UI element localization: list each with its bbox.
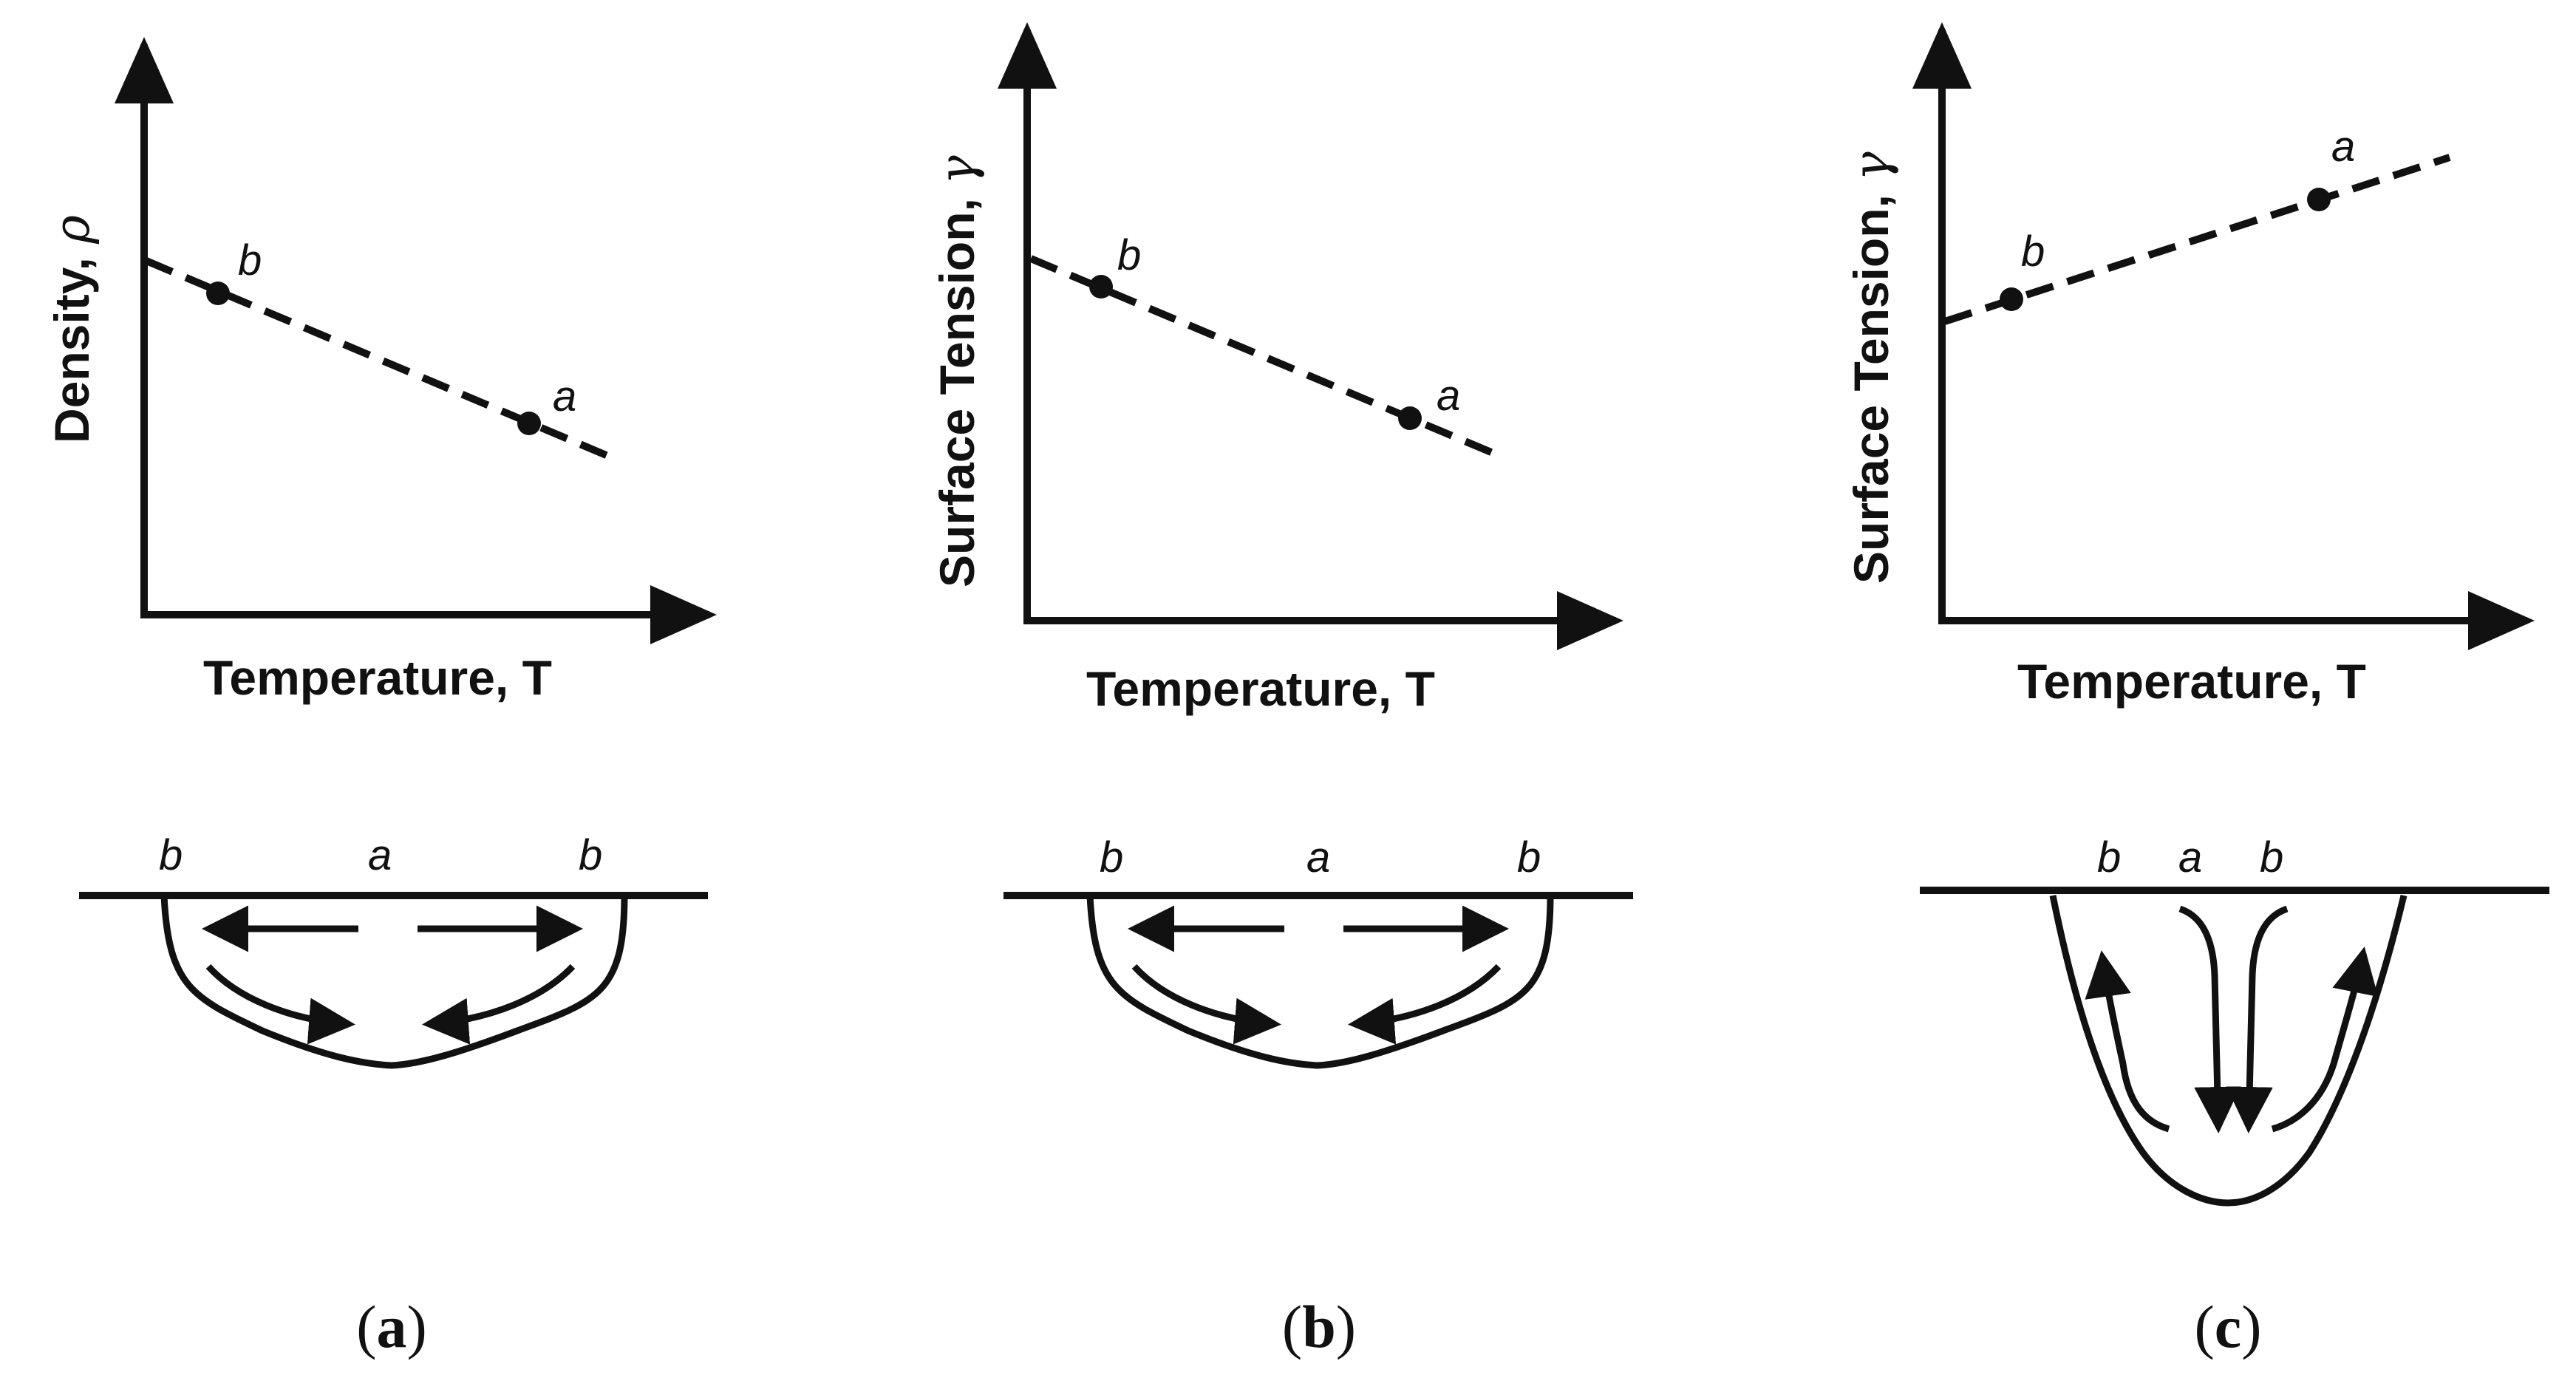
y-axis-symbol: γ xyxy=(929,155,986,185)
point-a xyxy=(517,412,541,435)
melt-pool-b: b a b xyxy=(1004,833,1633,1069)
circulation-arrow-left xyxy=(205,963,355,1045)
center-flow-arrow-right xyxy=(2226,905,2289,1133)
y-axis-title: Surface Tension, γ xyxy=(1843,151,1900,584)
pool-label-left: b xyxy=(2097,833,2121,881)
pool-label-right: b xyxy=(579,831,602,879)
caption-c: (c) xyxy=(2194,1293,2261,1360)
pool-label-left: b xyxy=(1100,833,1123,881)
caption-a: (a) xyxy=(356,1293,427,1360)
point-b xyxy=(1089,275,1113,299)
panel-b: b a Surface Tension, γ Temperature, T b … xyxy=(929,22,1633,1360)
point-a-label: a xyxy=(553,372,576,420)
y-axis-title: Density, ρ xyxy=(44,215,100,443)
pool-label-center: a xyxy=(1306,833,1330,881)
panel-a: b a Density, ρ Temperature, T b a b (a) xyxy=(44,37,717,1360)
pool-label-left: b xyxy=(159,831,183,879)
pool-boundary xyxy=(1086,895,1554,1069)
center-flow-arrow-left xyxy=(2178,905,2241,1133)
trend-line xyxy=(1943,154,2451,325)
y-axis-title: Surface Tension, γ xyxy=(929,155,986,587)
chart-b: b a Surface Tension, γ Temperature, T xyxy=(929,22,1623,716)
wall-flow-arrow-right xyxy=(2271,946,2379,1133)
point-a xyxy=(1398,406,1422,430)
melt-pool-c: b a b xyxy=(1920,833,2549,1207)
circulation-arrow-right xyxy=(422,963,576,1045)
x-axis-title: Temperature, T xyxy=(203,650,552,705)
point-a xyxy=(2307,188,2331,211)
circulation-arrow-right xyxy=(1348,963,1502,1045)
x-axis-title: Temperature, T xyxy=(1086,661,1435,716)
y-axis-symbol: γ xyxy=(1843,151,1900,181)
point-b-label: b xyxy=(2021,228,2045,276)
point-b-label: b xyxy=(238,236,262,284)
chart-c: b a Surface Tension, γ Temperature, T xyxy=(1843,22,2535,709)
pool-label-right: b xyxy=(1517,833,1541,881)
point-a-label: a xyxy=(1437,372,1460,420)
point-b xyxy=(2000,287,2023,311)
pool-label-center: a xyxy=(368,831,392,879)
pool-label-right: b xyxy=(2260,833,2283,881)
melt-pool-a: b a b xyxy=(79,831,708,1069)
x-axis-title: Temperature, T xyxy=(2017,654,2366,709)
pool-label-center: a xyxy=(2178,833,2202,881)
point-b xyxy=(206,282,230,305)
point-a-label: a xyxy=(2331,123,2355,171)
wall-flow-arrow-left xyxy=(2085,950,2170,1133)
y-axis-symbol: ρ xyxy=(44,215,100,245)
panel-c: b a Surface Tension, γ Temperature, T b … xyxy=(1843,22,2549,1360)
pool-boundary xyxy=(160,895,628,1069)
caption-b: (b) xyxy=(1282,1293,1356,1360)
circulation-arrow-left xyxy=(1131,963,1281,1045)
pool-boundary xyxy=(2049,894,2408,1207)
point-b-label: b xyxy=(1117,231,1141,279)
chart-a: b a Density, ρ Temperature, T xyxy=(44,37,717,705)
